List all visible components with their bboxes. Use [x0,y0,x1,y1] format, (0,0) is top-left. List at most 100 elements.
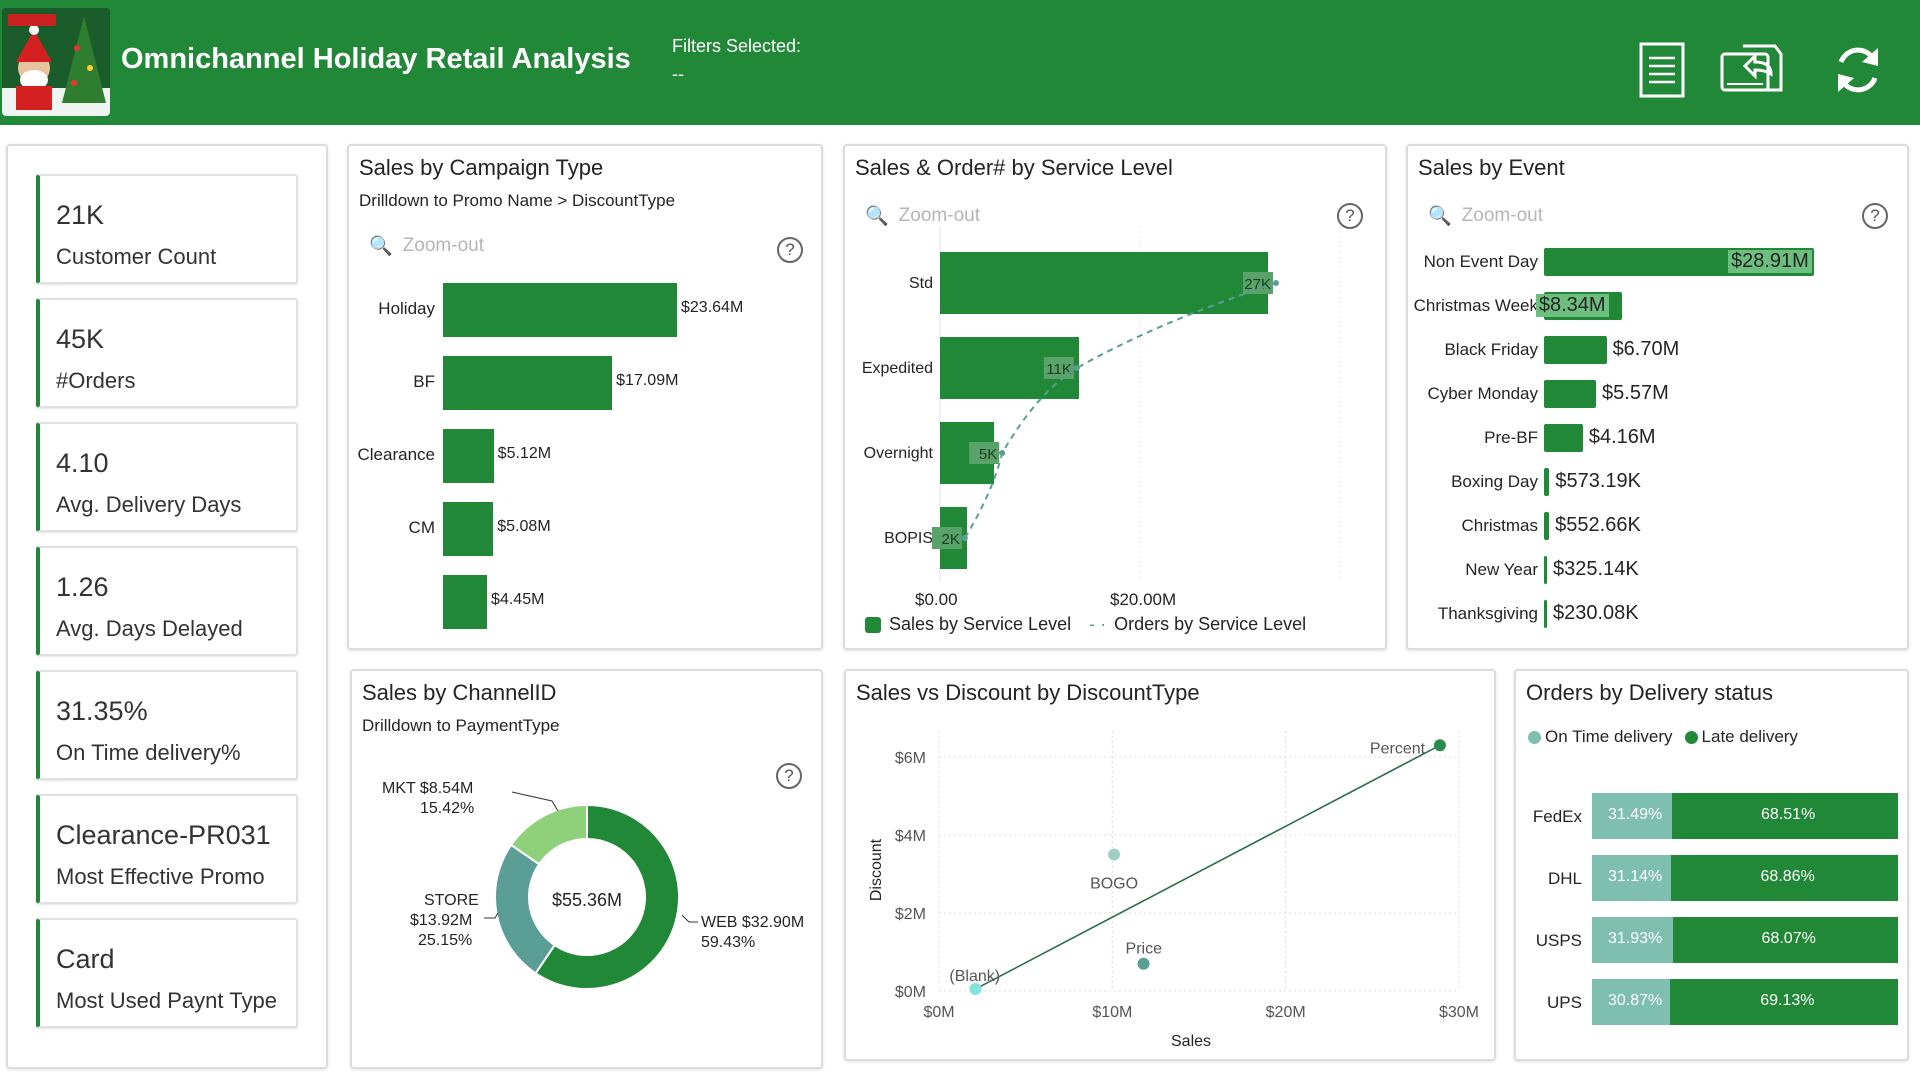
y-tick-label: $6M [895,750,926,767]
orders-point [999,450,1006,456]
help-icon[interactable]: ? [1337,203,1363,229]
kpi-label: On Time delivery% [56,740,241,765]
data-label: $23.64M [681,299,744,316]
campaign-bar[interactable] [443,429,494,483]
campaign-bar[interactable] [443,502,494,556]
kpi-card-payment-type: Card Most Used Paynt Type [36,918,298,1028]
campaign-panel: Sales by Campaign Type Drilldown to Prom… [347,144,823,650]
category-label: New Year [1465,560,1538,579]
order-label-bg [1243,272,1273,294]
help-icon[interactable]: ? [776,763,802,789]
export-button[interactable] [1718,36,1786,104]
christmas-logo [2,8,110,116]
category-label: Christmas [1461,516,1538,535]
late-segment[interactable] [1673,917,1898,963]
data-label: $4.45M [491,591,545,608]
leader-line [681,914,698,923]
zoom-out-icon: 🔍 [865,206,889,227]
report-icon [1639,42,1685,98]
on-time-segment[interactable] [1592,979,1671,1025]
kpi-value: 4.10 [56,448,109,478]
category-label: Expedited [862,360,933,377]
x-tick-0: $0.00 [915,590,958,609]
orders-point [961,535,968,541]
report-button[interactable] [1628,36,1696,104]
y-axis-title: Discount [868,838,886,902]
event-bar[interactable] [1544,468,1550,496]
point-label: Percent [1370,740,1426,757]
legend-label: Late delivery [1701,727,1798,746]
category-label: CM [408,518,435,537]
late-label: 69.13% [1760,992,1815,1009]
event-bar[interactable] [1544,336,1607,364]
on-time-label: 30.87% [1608,992,1663,1009]
carrier-label: FedEx [1532,807,1582,826]
donut-slice-web [534,803,680,990]
category-label: Boxing Day [1451,472,1538,491]
legend-dot-on-time [1528,730,1541,744]
campaign-bar[interactable] [443,283,677,337]
point-label: Price [1126,941,1163,958]
on-time-segment[interactable] [1592,917,1674,963]
event-bar[interactable] [1544,512,1550,540]
category-label: Thanksgiving [1437,604,1538,623]
event-bar[interactable] [1544,600,1547,628]
category-label: BOPIS [884,530,933,547]
order-data-label: 11K [1046,361,1072,378]
kpi-label: Most Used Paynt Type [56,988,277,1013]
donut-center-total: $55.36M [551,890,623,910]
panel-title: Orders by Delivery status [1526,680,1773,705]
on-time-segment[interactable] [1592,793,1672,839]
kpi-label: Most Effective Promo [56,864,265,889]
help-icon[interactable]: ? [777,237,803,263]
zoom-out-label: Zoom-out [1461,205,1543,226]
event-bar[interactable] [1544,380,1597,408]
on-time-label: 31.93% [1608,930,1663,947]
panel-title: Sales by ChannelID [362,680,557,705]
campaign-bar[interactable] [443,575,488,629]
event-bar[interactable] [1544,556,1548,584]
kpi-value: 31.35% [56,696,148,726]
refresh-button[interactable] [1824,36,1892,104]
zoom-out-button[interactable]: 🔍 Zoom-out [865,204,980,228]
kpi-label: Avg. Days Delayed [56,616,243,641]
zoom-out-button[interactable]: 🔍 Zoom-out [1428,204,1543,228]
zoom-out-label: Zoom-out [898,205,980,226]
legend-label: Sales by Service Level [889,614,1072,634]
export-icon [1720,44,1783,92]
late-label: 68.86% [1760,868,1815,885]
category-label: Non Event Day [1423,252,1538,271]
carrier-label: UPS [1547,993,1582,1012]
refresh-icon [1838,47,1878,93]
kpi-card-on-time-delivery: 31.35% On Time delivery% [36,670,298,780]
service-panel: Sales & Order# by Service Level 🔍 Zoom-ou… [843,144,1387,650]
panel-title: Sales vs Discount by DiscountType [856,680,1200,705]
category-label: Black Friday [1444,340,1538,359]
header-bar: Omnichannel Holiday Retail Analysis Filt… [0,0,1920,125]
donut-slice-mkt [509,803,588,866]
category-label: BF [413,372,435,391]
data-label: $6.70M [1612,338,1680,360]
x-tick-label: $0M [923,1004,954,1021]
label-web-pct: 59.43% [701,934,756,951]
late-segment[interactable] [1671,855,1898,901]
zoom-out-button[interactable]: 🔍 Zoom-out [369,234,484,258]
x-tick-label: $30M [1439,1004,1479,1021]
data-label: $573.19K [1555,470,1641,492]
late-segment[interactable] [1670,979,1898,1025]
help-icon[interactable]: ? [1862,203,1888,229]
data-label: $8.34M [1535,294,1609,317]
filters-value: -- [672,64,684,84]
event-panel: Sales by Event 🔍 Zoom-out ? Non Event Day… [1406,144,1909,650]
kpi-value: 1.26 [56,572,109,602]
channel-donut-chart [484,791,698,990]
campaign-bar[interactable] [443,356,613,410]
data-label: $552.66K [1555,514,1641,536]
late-segment[interactable] [1671,793,1898,839]
late-label: 68.07% [1761,930,1816,947]
label-mkt-pct: 15.42% [420,800,475,817]
event-bar[interactable] [1544,424,1583,452]
data-label: $230.08K [1553,602,1639,624]
point-label: BOGO [1090,876,1138,893]
on-time-segment[interactable] [1592,855,1672,901]
